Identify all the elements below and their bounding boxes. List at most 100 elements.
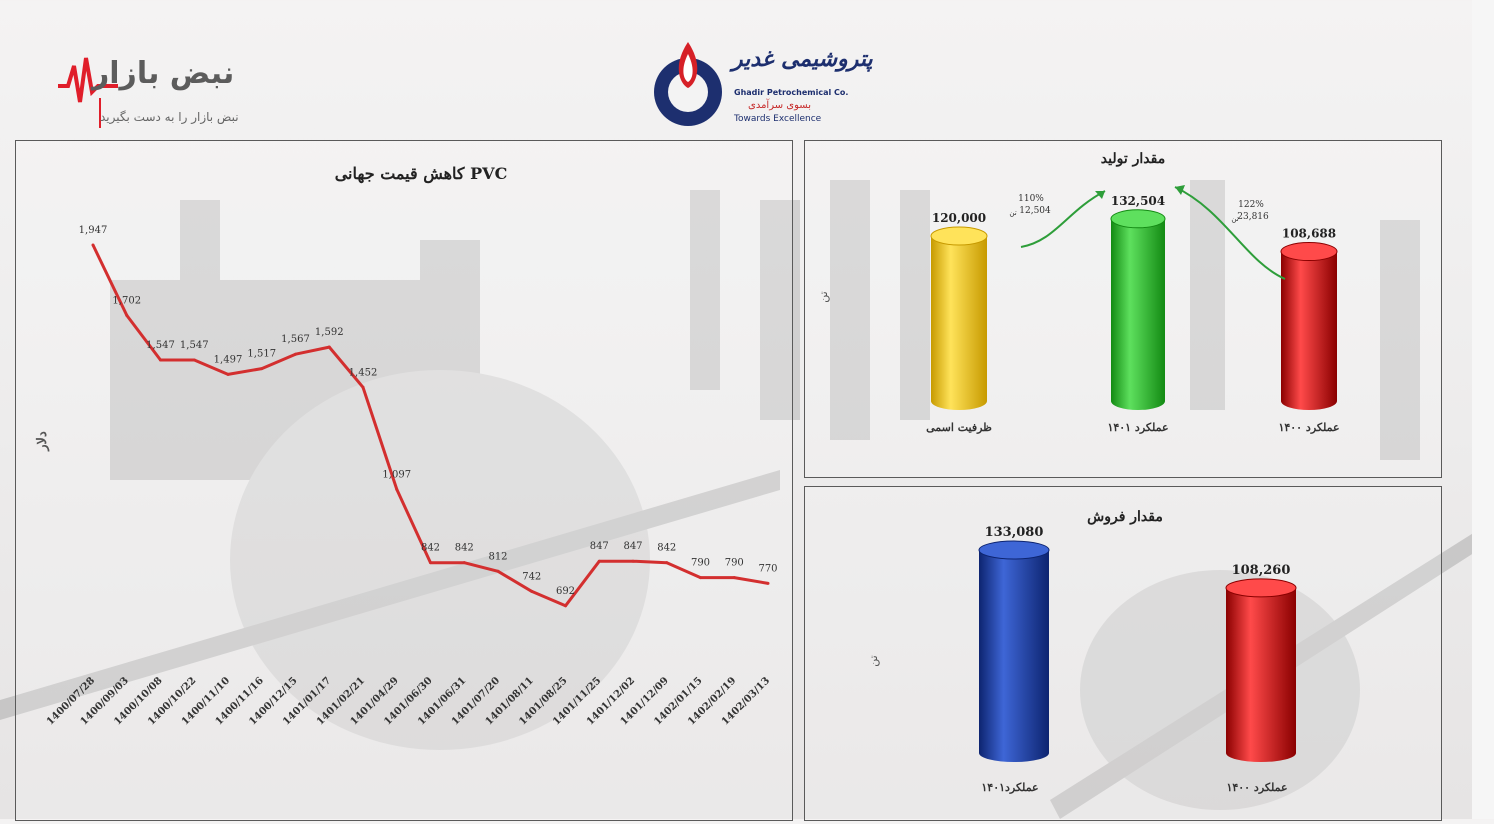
brand-name: نبض بازار: [92, 56, 235, 91]
chart-title: کاهش قیمت جهانی PVC: [335, 164, 508, 184]
arrow-head-icon: [1095, 191, 1105, 199]
growth-arrow-icon: [1174, 186, 1286, 280]
bar: [1110, 209, 1166, 410]
bar-body: [931, 236, 987, 410]
data-label: 120,000: [932, 211, 986, 225]
category-label: عملکرد ۱۴۰۰: [1226, 781, 1287, 794]
y-axis-label: دلار: [35, 431, 50, 452]
data-label: 692: [556, 586, 575, 597]
annotation-unit: تن: [1231, 215, 1238, 223]
data-point: [732, 576, 736, 580]
data-point: [125, 313, 129, 317]
data-label: 1,567: [281, 334, 310, 345]
bar-top: [1280, 242, 1338, 262]
y-axis-label: تن: [867, 655, 880, 666]
data-point: [665, 561, 669, 565]
data-label: 1,547: [180, 340, 209, 351]
nabz-bazar-logo: نبض بازار نبض بازار را به دست بگیرید: [58, 52, 258, 138]
bar: [1280, 242, 1338, 410]
annotation-percent: 122%: [1238, 200, 1264, 210]
bar: [930, 226, 988, 410]
data-label: 1,097: [382, 469, 411, 480]
data-label: 1,497: [214, 354, 243, 365]
data-point: [462, 561, 466, 565]
bar-top: [978, 540, 1050, 560]
annotation-unit: تن: [1009, 209, 1016, 217]
data-point: [226, 372, 230, 376]
annotation-amount: 23,816: [1237, 212, 1269, 222]
brand-tagline: نبض بازار را به دست بگیرید: [100, 110, 239, 124]
bar-body: [1226, 587, 1296, 762]
data-point: [699, 576, 702, 580]
data-point: [91, 243, 95, 247]
company-name-en: Ghadir Petrochemical Co.: [734, 88, 849, 97]
sales-panel: مقدار فروش تن 133,080 عملکرد۱۴۰۱ 108,260 عم…: [804, 486, 1442, 821]
bar-top: [1225, 578, 1297, 598]
category-label: عملکرد ۱۴۰۱: [1107, 421, 1168, 434]
ghadir-logo: پتروشیمی غدیر Ghadir Petrochemical Co. ب…: [650, 28, 873, 132]
production-panel: مقدار تولید تن 120,000 ظرفیت اسمی 132,504 ع…: [804, 140, 1442, 478]
data-point: [429, 561, 432, 565]
data-label: 847: [623, 541, 642, 552]
slogan-en: Towards Excellence: [734, 114, 822, 124]
chart-title: مقدار تولید: [1101, 151, 1165, 167]
arrow-head-icon: [1175, 185, 1185, 195]
bar: [1225, 578, 1297, 762]
data-label: 108,688: [1282, 227, 1336, 241]
bar: [978, 540, 1050, 762]
category-label: عملکرد۱۴۰۱: [981, 781, 1038, 794]
data-label: 1,947: [79, 225, 108, 236]
growth-arrow-icon: [1020, 190, 1106, 248]
data-point: [564, 604, 567, 608]
data-label: 770: [758, 563, 777, 574]
data-label: 1,517: [247, 349, 276, 360]
data-point: [294, 352, 297, 356]
data-label: 1,592: [315, 327, 344, 338]
annotation-percent: 110%: [1018, 194, 1044, 204]
data-label: 1,702: [112, 295, 141, 306]
data-point: [192, 358, 196, 362]
production-chart: مقدار تولید تن 120,000 ظرفیت اسمی 132,504 ع…: [817, 151, 1340, 434]
data-point: [361, 385, 365, 389]
company-name-fa: پتروشیمی غدیر: [732, 46, 873, 72]
data-label: 842: [455, 543, 474, 554]
data-label: 790: [725, 558, 744, 569]
bar-body: [1111, 218, 1165, 410]
data-label: 842: [657, 543, 676, 554]
page-edge: [1472, 0, 1494, 819]
data-point: [766, 581, 770, 585]
data-label: 742: [522, 571, 541, 582]
chart-title: مقدار فروش: [1087, 509, 1163, 525]
data-label: 842: [421, 543, 440, 554]
annotation-amount: 12,504: [1019, 206, 1051, 216]
pvc-price-chart: کاهش قیمت جهانی PVC دلار 1,9471400/07/28…: [35, 164, 778, 728]
data-point: [530, 589, 534, 593]
data-label: 133,080: [985, 525, 1044, 540]
data-label: 108,260: [1232, 563, 1291, 578]
bar-body: [979, 550, 1049, 762]
category-label: ظرفیت اسمی: [926, 421, 992, 434]
data-point: [327, 345, 331, 349]
slogan-fa: بسوی سرآمدی: [748, 100, 811, 111]
ghadir-emblem-icon: [654, 42, 722, 126]
pvc-price-panel: کاهش قیمت جهانی PVC دلار 1,947 1400/07/28…: [15, 140, 793, 821]
bar-body: [1281, 251, 1337, 410]
data-point: [159, 358, 162, 362]
sales-chart: مقدار فروش تن 133,080 عملکرد۱۴۰۱ 108,260 عم…: [867, 509, 1297, 794]
data-label: 1,547: [146, 340, 175, 351]
data-label: 1,452: [349, 367, 378, 378]
data-label: 132,504: [1111, 194, 1165, 208]
data-point: [631, 559, 635, 563]
y-axis-label: تن: [817, 291, 830, 302]
data-point: [496, 569, 500, 573]
bar-top: [930, 226, 988, 246]
bar-top: [1110, 209, 1166, 229]
data-label: 790: [691, 558, 710, 569]
data-point: [395, 487, 399, 491]
category-label: عملکرد ۱۴۰۰: [1278, 421, 1339, 434]
data-label: 847: [590, 541, 609, 552]
heartbeat-icon: [58, 57, 118, 128]
data-point: [597, 559, 601, 563]
data-point: [260, 367, 264, 371]
data-label: 812: [488, 551, 507, 562]
